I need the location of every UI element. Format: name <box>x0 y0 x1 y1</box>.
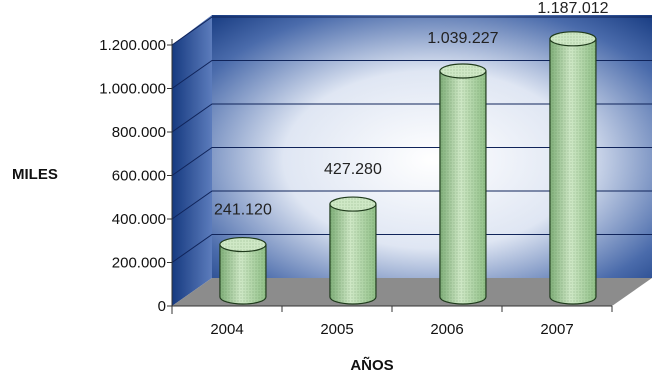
bar <box>219 236 267 305</box>
gridline <box>171 147 652 176</box>
gridline <box>171 103 652 133</box>
data-label: 427.280 <box>324 161 382 178</box>
bar-texture <box>549 38 596 304</box>
bar <box>549 31 597 305</box>
bar-top-texture <box>439 63 486 78</box>
floor <box>172 278 652 306</box>
y-tick-label: 800.000 <box>112 124 166 141</box>
x-tick-label: 2006 <box>430 321 463 338</box>
bar-top-texture <box>549 31 596 46</box>
y-tick-labels: 0 200.000 400.000 600.000 800.000 1.000.000 1.… <box>99 37 166 315</box>
gridline <box>171 60 652 89</box>
x-tick-label: 2004 <box>210 321 243 338</box>
data-label: 241.120 <box>214 202 272 219</box>
y-axis-title: MILES <box>12 166 58 183</box>
x-tick-labels: 2004 2005 2006 2007 <box>210 321 573 338</box>
bar-texture <box>329 204 376 304</box>
data-label: 1.187.012 <box>537 0 608 17</box>
x-tick-label: 2005 <box>320 321 353 338</box>
bar <box>439 63 487 305</box>
gridline <box>171 234 652 263</box>
bar-texture <box>219 244 266 304</box>
x-axis-title: AÑOS <box>350 356 393 373</box>
data-label: 1.039.227 <box>427 30 498 47</box>
axes <box>167 39 613 314</box>
y-tick-label: 400.000 <box>112 211 166 228</box>
data-labels: 241.120 427.280 1.039.227 1.187.012 <box>214 0 609 219</box>
bar-top-texture <box>329 197 376 212</box>
x-tick-label: 2007 <box>540 321 573 338</box>
bars <box>219 31 597 305</box>
y-tick-label: 1.000.000 <box>99 81 166 98</box>
gridline <box>171 190 652 220</box>
side-wall <box>172 15 212 306</box>
bar-top-texture <box>219 237 266 252</box>
y-tick-label: 600.000 <box>112 168 166 185</box>
bar-texture <box>439 70 486 304</box>
back-wall <box>212 15 652 278</box>
y-tick-label: 200.000 <box>112 255 166 272</box>
plot-background <box>172 15 652 306</box>
gridline <box>171 16 652 46</box>
bar <box>329 196 377 305</box>
gridlines <box>171 16 652 263</box>
y-tick-label: 1.200.000 <box>99 37 166 54</box>
y-tick-label: 0 <box>158 298 166 315</box>
